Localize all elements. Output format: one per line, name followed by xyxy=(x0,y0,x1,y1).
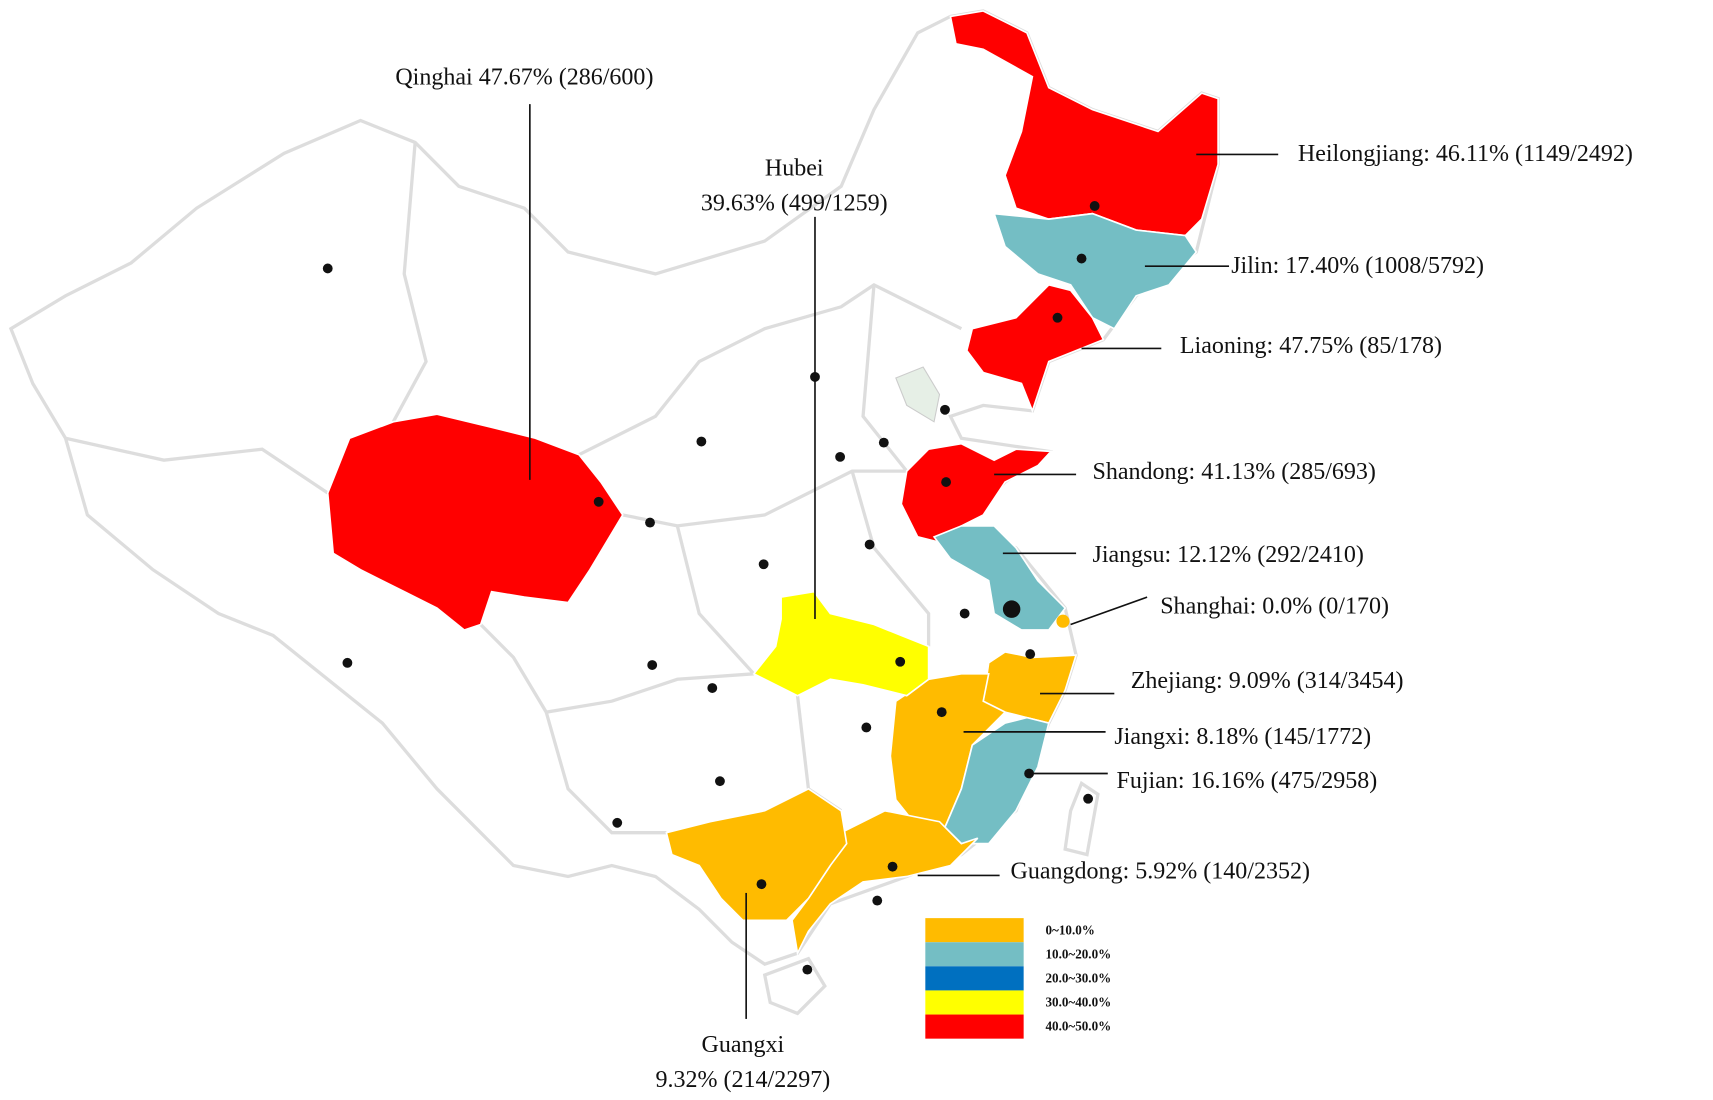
region-label: Liaoning: 47.75% (85/178) xyxy=(1180,333,1442,359)
region-label: Jilin: 17.40% (1008/5792) xyxy=(1231,253,1484,279)
province xyxy=(992,212,1198,330)
legend-swatch xyxy=(925,1014,1024,1039)
region-label: Heilongjiang: 46.11% (1149/2492) xyxy=(1298,141,1633,167)
province xyxy=(752,590,930,697)
city-dot xyxy=(878,437,889,448)
hainan xyxy=(762,956,827,1016)
legend-label: 40.0~50.0% xyxy=(1045,1019,1111,1034)
city-dot xyxy=(647,660,658,670)
city-dot xyxy=(959,608,970,619)
legend-swatch xyxy=(925,966,1024,991)
leader-line xyxy=(1070,596,1148,626)
city-dot xyxy=(758,559,769,570)
region-label: Guangxi xyxy=(702,1032,785,1058)
region-label: Zhejiang: 9.09% (314/3454) xyxy=(1131,668,1404,694)
legend-label: 30.0~40.0% xyxy=(1045,995,1111,1010)
city-dot xyxy=(342,657,353,668)
legend-swatch xyxy=(925,942,1024,967)
region-label: Qinghai 47.67% (286/600) xyxy=(395,64,653,90)
city-dot xyxy=(612,817,623,828)
taiwan xyxy=(1063,780,1100,857)
legend-swatch xyxy=(925,990,1024,1015)
city-dot xyxy=(322,263,333,274)
city-dot xyxy=(756,879,767,890)
city-dot xyxy=(1052,312,1063,323)
legend-label: 0~10.0% xyxy=(1045,922,1094,937)
region-label: Jiangxi: 8.18% (145/1772) xyxy=(1114,724,1371,750)
city-dot xyxy=(645,517,655,528)
city-dot xyxy=(864,539,875,550)
region-label: Hubei xyxy=(765,155,824,181)
province xyxy=(1056,614,1070,628)
city-dot xyxy=(887,861,898,872)
region-label: Fujian: 16.16% (475/2958) xyxy=(1117,768,1378,794)
legend-label: 10.0~20.0% xyxy=(1045,946,1111,961)
region-label: 9.32% (214/2297) xyxy=(656,1067,831,1093)
city-dot xyxy=(936,707,947,718)
region-label: Guangdong: 5.92% (140/2352) xyxy=(1011,859,1310,885)
city-dot xyxy=(715,776,725,787)
city-dot xyxy=(1002,600,1021,618)
city-dot xyxy=(895,656,906,667)
region-label: 39.63% (499/1259) xyxy=(701,190,888,216)
city-dot xyxy=(861,722,872,733)
city-dot xyxy=(707,683,718,693)
region-label: Shanghai: 0.0% (0/170) xyxy=(1160,594,1389,620)
city-dot xyxy=(802,964,813,975)
city-dot xyxy=(872,895,883,906)
region-label: Jiangsu: 12.12% (292/2410) xyxy=(1092,542,1363,568)
beijing-tianjin xyxy=(895,366,941,423)
city-dot xyxy=(835,451,846,462)
city-dot xyxy=(1089,201,1100,211)
city-dot xyxy=(940,404,950,415)
region-label: Shandong: 41.13% (285/693) xyxy=(1092,459,1375,485)
city-dot xyxy=(696,436,707,447)
legend-swatch xyxy=(925,918,1024,943)
city-dot xyxy=(593,496,604,507)
city-dot xyxy=(1025,649,1036,660)
city-dot xyxy=(1083,793,1094,804)
province xyxy=(326,413,624,631)
province xyxy=(665,787,848,922)
city-dot xyxy=(1076,253,1087,264)
legend-label: 20.0~30.0% xyxy=(1045,970,1111,985)
province xyxy=(965,283,1105,414)
city-dot xyxy=(941,477,951,488)
